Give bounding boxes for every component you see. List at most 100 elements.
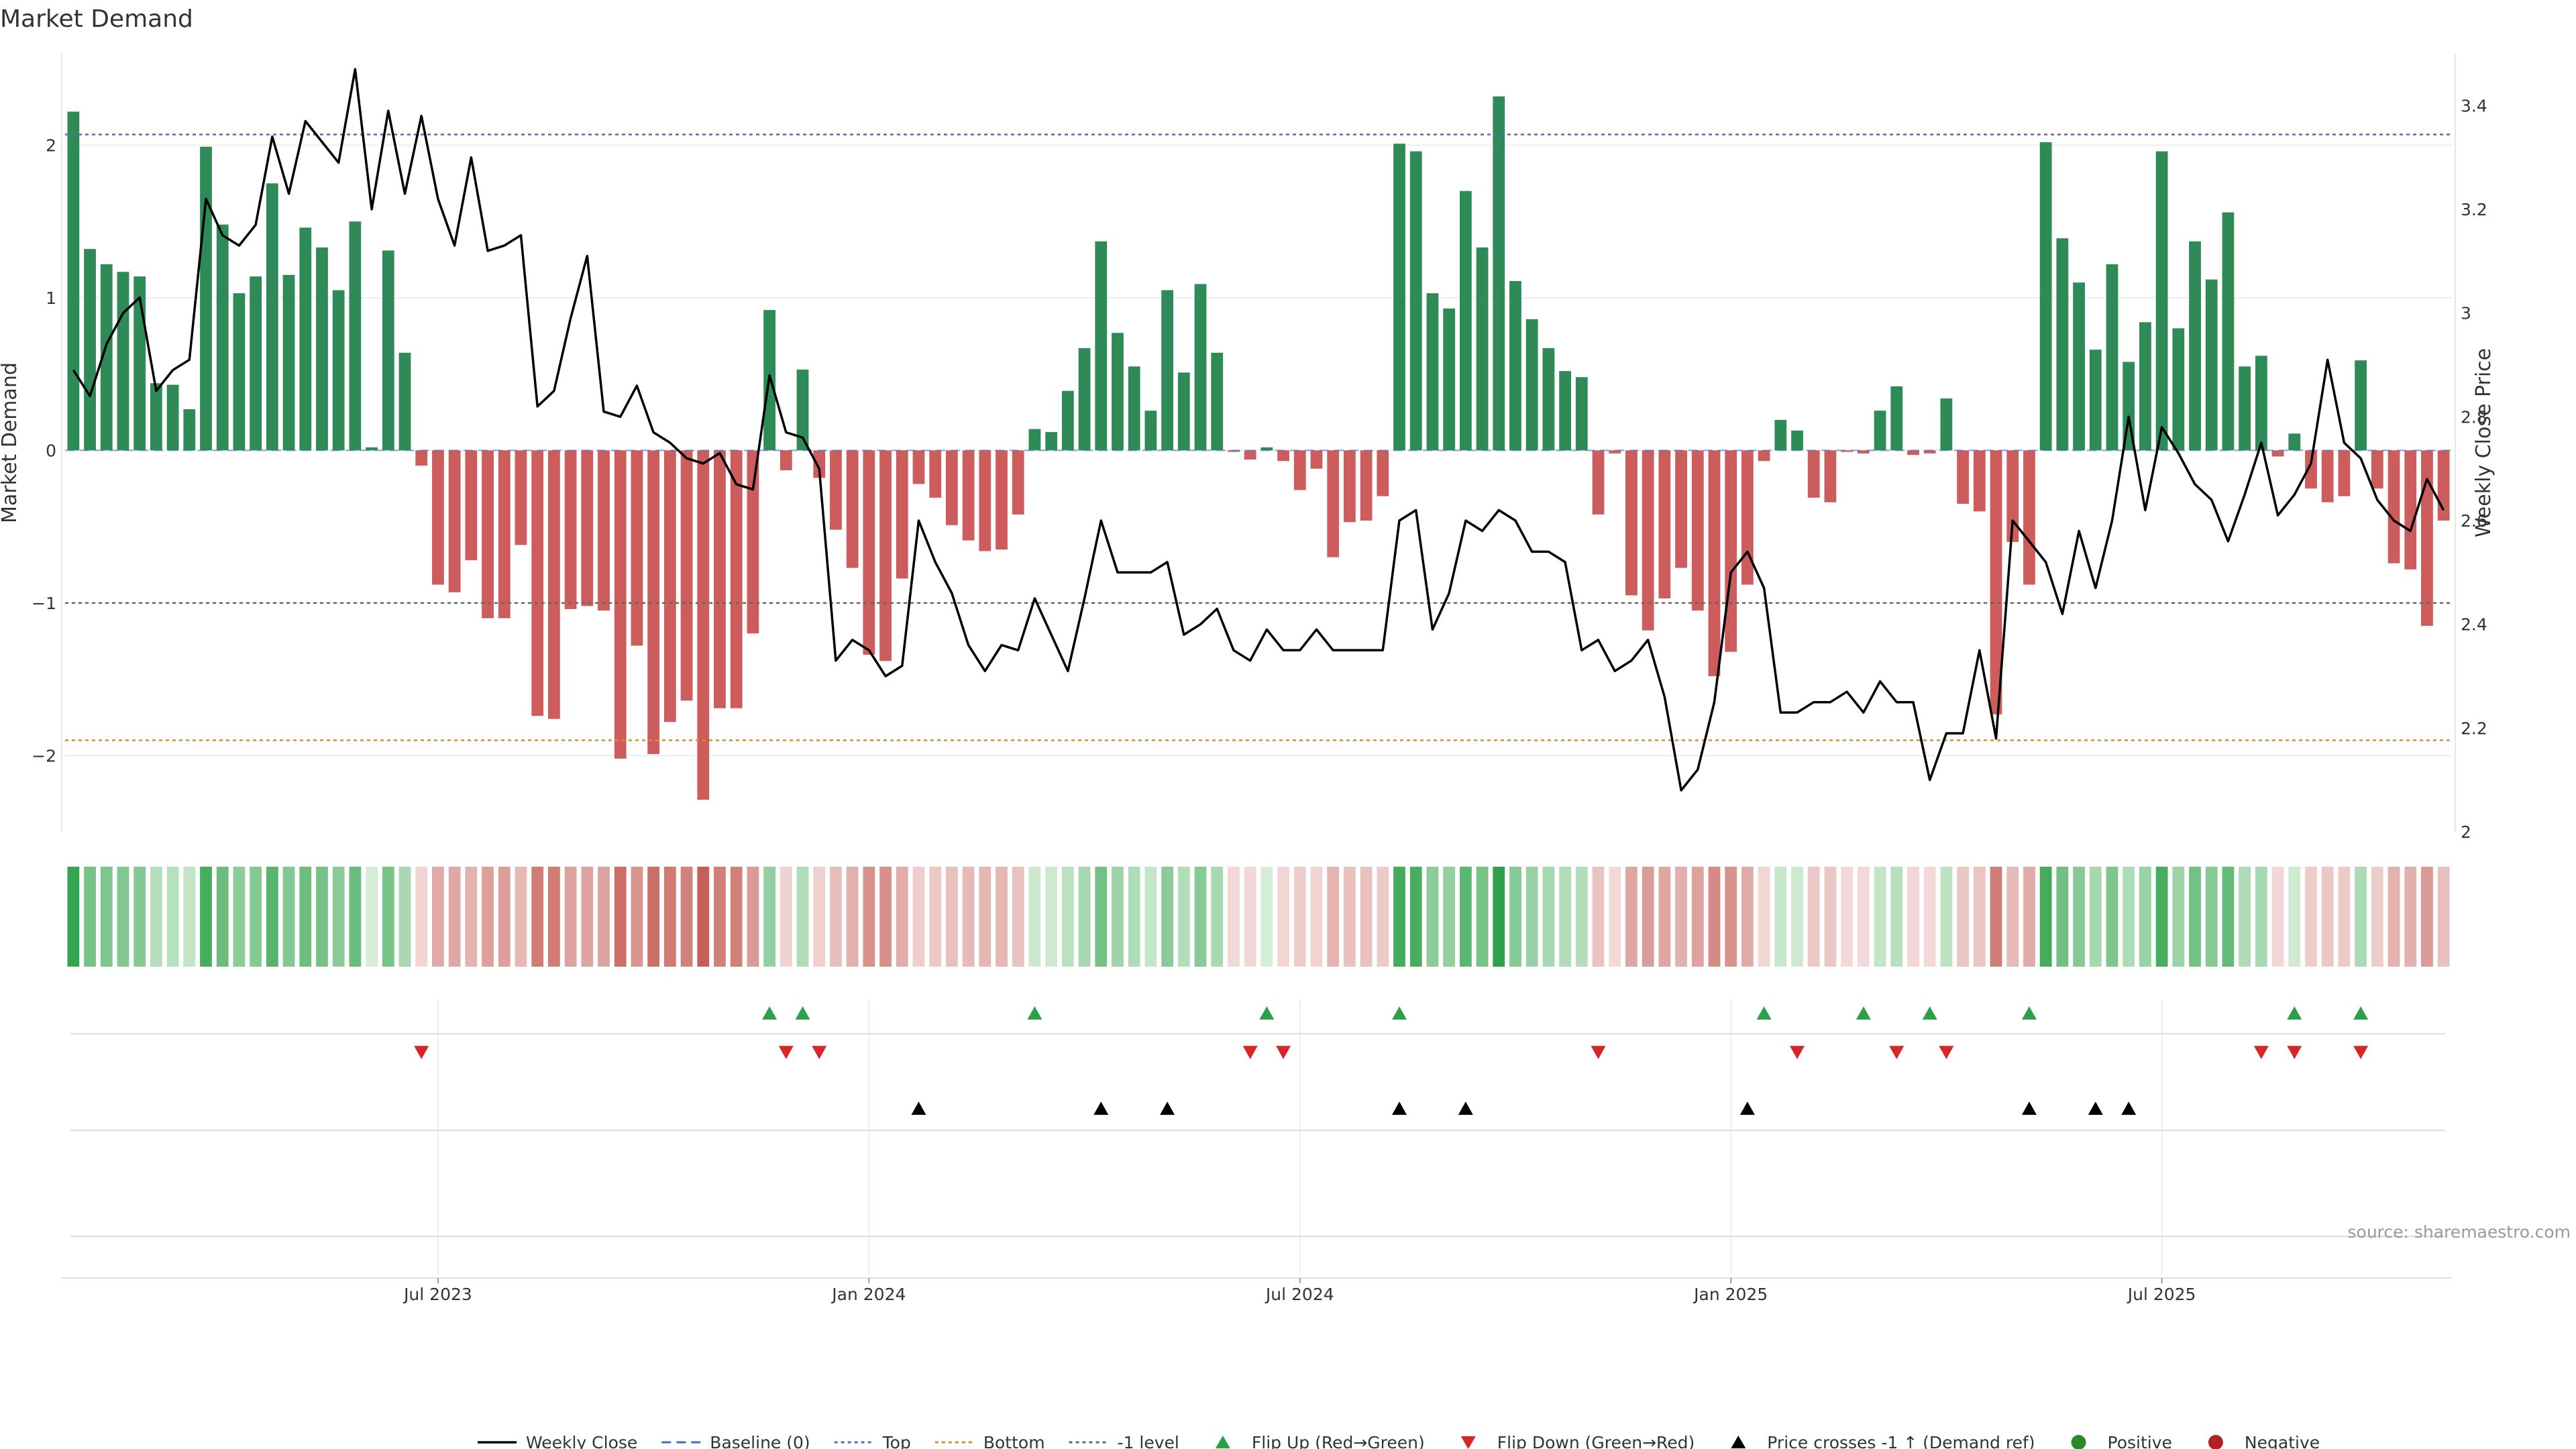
heat-cell bbox=[581, 867, 594, 967]
demand-bar bbox=[1211, 352, 1224, 451]
demand-bar bbox=[1260, 447, 1273, 451]
flip-up-marker bbox=[2287, 1006, 2302, 1020]
flip-down-marker bbox=[1276, 1046, 1291, 1059]
demand-bar bbox=[796, 369, 809, 451]
heat-cell bbox=[796, 867, 809, 967]
demand-bar bbox=[349, 221, 362, 451]
demand-bar bbox=[1028, 429, 1041, 451]
flip-up-marker bbox=[1027, 1006, 1042, 1020]
demand-bar bbox=[2288, 433, 2301, 451]
heat-cell bbox=[1907, 867, 1919, 967]
heat-cell bbox=[1625, 867, 1638, 967]
demand-bar bbox=[581, 450, 594, 606]
heat-cell bbox=[2056, 867, 2069, 967]
y-tick-label: −2 bbox=[32, 746, 56, 765]
heat-cell bbox=[1642, 867, 1654, 967]
demand-bar bbox=[216, 224, 229, 451]
weekly-close-line-group bbox=[72, 68, 2445, 792]
heat-cell bbox=[2437, 867, 2450, 967]
heat-cell bbox=[1061, 867, 1074, 967]
demand-bar bbox=[2271, 450, 2284, 457]
demand-bar bbox=[1327, 450, 1340, 557]
legend-label: Negative bbox=[2245, 1433, 2320, 1449]
y2-tick-label: 2.6 bbox=[2461, 511, 2487, 531]
heat-cell bbox=[84, 867, 96, 967]
demand-bar bbox=[1443, 308, 1456, 451]
demand-bar bbox=[482, 450, 494, 619]
demand-bar bbox=[1177, 372, 1190, 451]
demand-bar bbox=[1957, 450, 1969, 504]
demand-bar bbox=[1907, 450, 1919, 455]
demand-bar bbox=[498, 450, 511, 619]
demand-bar bbox=[1144, 411, 1157, 451]
heat-cell bbox=[1493, 867, 1505, 967]
heat-cell bbox=[763, 867, 775, 967]
heat-cell bbox=[1360, 867, 1373, 967]
heat-cell bbox=[2006, 867, 2019, 967]
demand-bar bbox=[1940, 398, 1953, 451]
heat-cell bbox=[382, 867, 394, 967]
heat-cell bbox=[316, 867, 328, 967]
demand-bar bbox=[1857, 450, 1870, 453]
demand-bar bbox=[1559, 371, 1571, 451]
demand-bar bbox=[100, 264, 113, 451]
y2-axis-label: Weekly Close Price bbox=[2472, 348, 2496, 537]
flip-down-marker bbox=[1939, 1046, 1954, 1059]
y2-tick-label: 2.8 bbox=[2461, 407, 2487, 427]
legend-label: Price crosses -1 ↑ (Demand ref) bbox=[1767, 1433, 2035, 1449]
demand-bar bbox=[946, 450, 958, 525]
demand-bar bbox=[896, 450, 908, 579]
heat-cell bbox=[1575, 867, 1588, 967]
heat-cell bbox=[1857, 867, 1870, 967]
price-cross-up-marker bbox=[2121, 1102, 2137, 1115]
demand-bar bbox=[2404, 450, 2417, 570]
heat-cell bbox=[1012, 867, 1024, 967]
heat-cell bbox=[1691, 867, 1704, 967]
flip-up-marker bbox=[795, 1006, 810, 1020]
demand-bar bbox=[266, 183, 278, 451]
heat-cell bbox=[879, 867, 892, 967]
demand-bar bbox=[730, 450, 743, 708]
demand-bar bbox=[1244, 450, 1256, 460]
y2-tick-label: 3.2 bbox=[2461, 200, 2487, 219]
demand-bar bbox=[233, 293, 246, 451]
y2-tick-label: 2.2 bbox=[2461, 718, 2487, 738]
demand-bar bbox=[2039, 142, 2052, 451]
heat-cell bbox=[1542, 867, 1555, 967]
demand-bar bbox=[2338, 450, 2351, 496]
demand-bar bbox=[1575, 377, 1588, 451]
demand-bar bbox=[2189, 241, 2201, 451]
heat-cell bbox=[2404, 867, 2417, 967]
demand-bar bbox=[1078, 347, 1091, 451]
heat-cell bbox=[349, 867, 362, 967]
demand-bar bbox=[1095, 241, 1108, 451]
heat-cell bbox=[1841, 867, 1854, 967]
legend-label: Baseline (0) bbox=[710, 1433, 810, 1449]
heat-cell bbox=[1890, 867, 1903, 967]
flip-up-marker bbox=[1259, 1006, 1275, 1020]
heat-cell bbox=[1957, 867, 1969, 967]
legend-swatch-circle bbox=[2071, 1435, 2086, 1449]
heat-cell bbox=[2023, 867, 2035, 967]
demand-bar bbox=[1708, 450, 1721, 676]
demand-bar bbox=[117, 272, 129, 451]
demand-bar bbox=[2056, 238, 2069, 451]
demand-bar bbox=[1277, 450, 1289, 462]
x-tick-label: Jul 2023 bbox=[402, 1285, 472, 1304]
demand-bar bbox=[548, 450, 560, 719]
demand-bar bbox=[1360, 450, 1373, 521]
heat-cell bbox=[2189, 867, 2201, 967]
demand-bar bbox=[1012, 450, 1024, 515]
heat-cell bbox=[332, 867, 345, 967]
price-cross-up-marker bbox=[2021, 1102, 2037, 1115]
heat-cell bbox=[1459, 867, 1472, 967]
flip-up-marker bbox=[1392, 1006, 1407, 1020]
legend-swatch-circle bbox=[2208, 1435, 2223, 1449]
price-cross-up-marker bbox=[1160, 1102, 1175, 1115]
legend-label: Bottom bbox=[983, 1433, 1045, 1449]
heat-cell bbox=[813, 867, 826, 967]
flip-up-marker bbox=[1922, 1006, 1937, 1020]
heat-cell bbox=[714, 867, 726, 967]
demand-bar bbox=[2106, 264, 2118, 451]
